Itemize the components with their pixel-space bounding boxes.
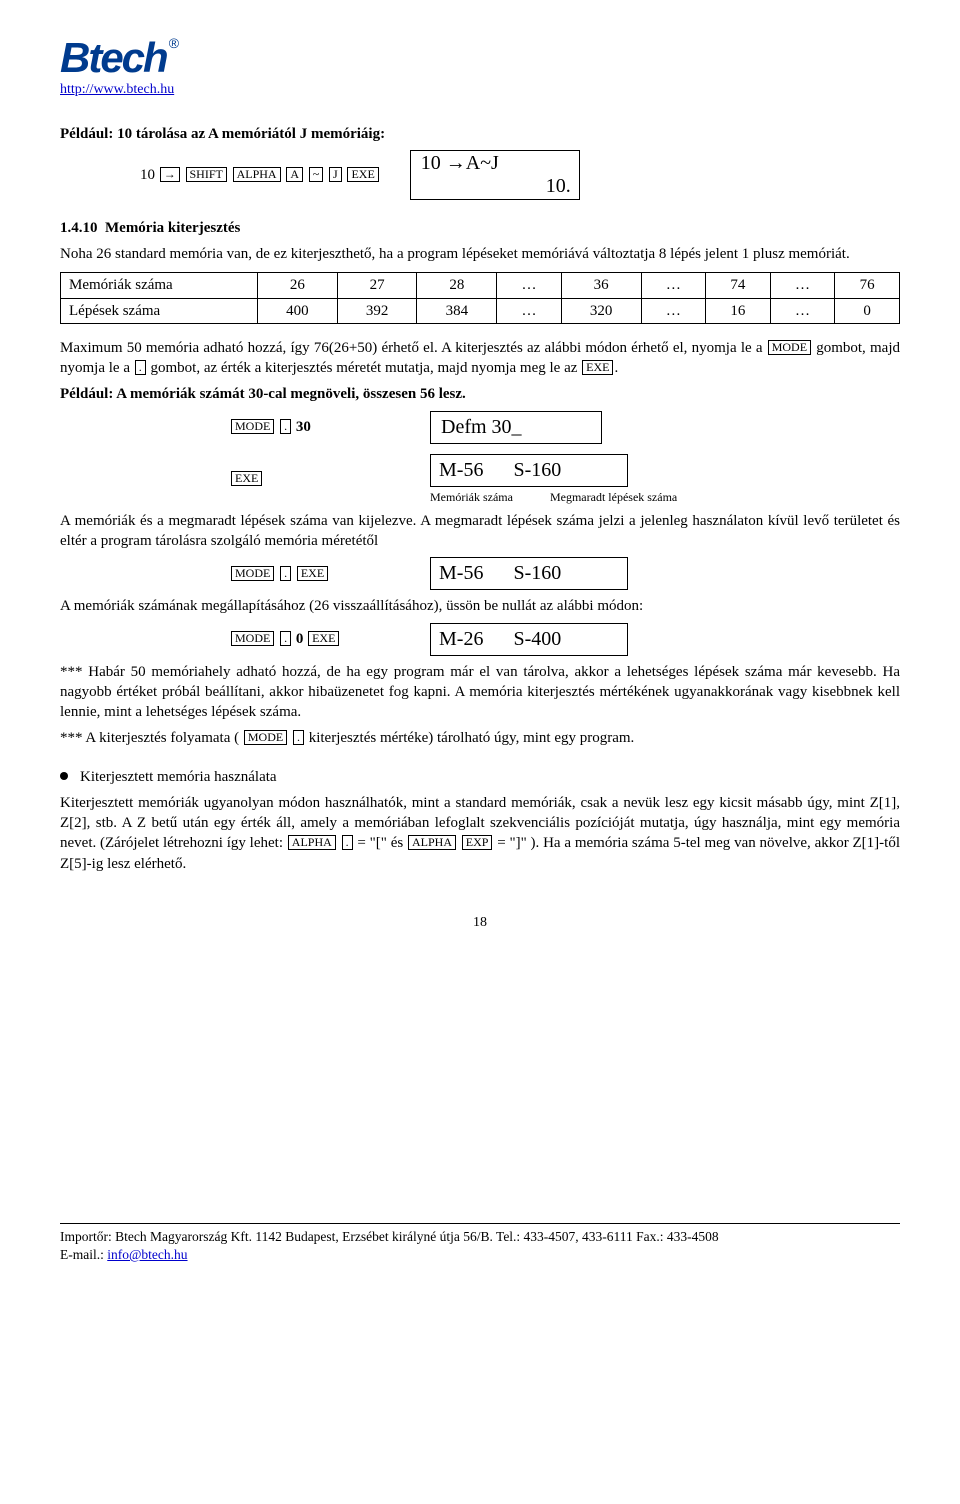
header-url[interactable]: http://www.btech.hu: [60, 81, 900, 100]
example2-title: Például: A memóriák számát 30-cal megnöv…: [60, 384, 900, 404]
lcd-m: M-56: [439, 459, 483, 481]
key-exp: EXP: [462, 835, 493, 850]
key-exe: EXE: [347, 167, 378, 182]
key-dot: .: [293, 730, 304, 745]
key-shift: SHIFT: [186, 167, 227, 182]
example1-lcd: 10 →A~J 10.: [410, 150, 580, 200]
key-j: J: [329, 167, 342, 182]
key-alpha: ALPHA: [233, 167, 281, 182]
example2-seq2: EXE: [230, 469, 400, 489]
footer-email-label: E-mail.:: [60, 1247, 107, 1262]
bullet-icon: [60, 772, 68, 780]
row-label: Memóriák száma: [61, 273, 258, 298]
footer-address: Importőr: Btech Magyarország Kft. 1142 B…: [60, 1228, 900, 1246]
key-arrow: →: [160, 167, 180, 182]
key-mode: MODE: [231, 631, 274, 646]
table-row: Memóriák száma 26 27 28 … 36 … 74 … 76: [61, 273, 900, 298]
key-dot: .: [342, 835, 353, 850]
lcd-sublabels: Memóriák száma Megmaradt lépések száma: [430, 489, 677, 505]
lcd-line1: 10 →A~J: [421, 152, 571, 175]
key-exe: EXE: [308, 631, 339, 646]
lcd-m: M-56: [439, 562, 483, 584]
label-mem: Memóriák száma: [430, 489, 513, 505]
lcd-line2: 10.: [421, 175, 571, 198]
row-label: Lépések száma: [61, 298, 258, 323]
label-steps: Megmaradt lépések száma: [550, 489, 677, 505]
footer-email[interactable]: info@btech.hu: [107, 1247, 187, 1262]
lcd-s: S-160: [513, 459, 561, 481]
seq3: MODE . EXE: [230, 564, 400, 584]
footer: Importőr: Btech Magyarország Kft. 1142 B…: [60, 1223, 900, 1264]
key-dot: .: [280, 419, 291, 434]
logo-text: Btech: [60, 34, 167, 81]
section-number: 1.4.10: [60, 220, 98, 236]
section-heading: Memória kiterjesztés: [105, 220, 240, 236]
key-mode: MODE: [231, 419, 274, 434]
section-intro: Noha 26 standard memória van, de ez kite…: [60, 244, 900, 264]
seq-number: 30: [296, 419, 311, 435]
key-dot: .: [280, 566, 291, 581]
example2-seq1: MODE . 30: [230, 417, 400, 437]
lcd-m: M-26: [439, 628, 483, 650]
paragraph-4: A memóriák számának megállapításához (26…: [60, 596, 900, 616]
paragraph-after-table: Maximum 50 memória adható hozzá, így 76(…: [60, 338, 900, 379]
paragraph-3: A memóriák és a megmaradt lépések száma …: [60, 511, 900, 552]
memory-table: Memóriák száma 26 27 28 … 36 … 74 … 76 L…: [60, 272, 900, 324]
key-mode: MODE: [231, 566, 274, 581]
key-exe: EXE: [297, 566, 328, 581]
paragraph-5: *** Habár 50 memóriahely adható hozzá, d…: [60, 662, 900, 723]
seq-number: 0: [296, 631, 304, 647]
example1-keyseq: 10 → SHIFT ALPHA A ~ J EXE: [140, 165, 380, 185]
paragraph-7: Kiterjesztett memóriák ugyanolyan módon …: [60, 793, 900, 874]
subsection: Kiterjesztett memória használata: [60, 767, 900, 787]
key-dot: .: [280, 631, 291, 646]
key-mode: MODE: [244, 730, 287, 745]
subsection-heading: Kiterjesztett memória használata: [80, 769, 277, 785]
logo-registered: ®: [169, 35, 177, 51]
key-a: A: [286, 167, 303, 182]
example1-title: Például: 10 tárolása az A memóriától J m…: [60, 124, 900, 144]
lcd-s: S-400: [513, 628, 561, 650]
paragraph-6: *** A kiterjesztés folyamata ( MODE . ki…: [60, 728, 900, 748]
key-exe: EXE: [231, 471, 262, 486]
seq4: MODE . 0 EXE: [230, 629, 400, 649]
lcd4: M-26 S-400: [430, 623, 628, 656]
lcd-s: S-160: [513, 562, 561, 584]
key-alpha: ALPHA: [288, 835, 336, 850]
key-mode: MODE: [768, 340, 811, 355]
example1-prefix: 10: [140, 167, 155, 183]
key-alpha: ALPHA: [408, 835, 456, 850]
key-exe: EXE: [582, 360, 613, 375]
page-number: 18: [60, 914, 900, 933]
example2-lcd1: Defm 30_: [430, 411, 602, 444]
table-row: Lépések száma 400 392 384 … 320 … 16 … 0: [61, 298, 900, 323]
key-dot: .: [135, 360, 146, 375]
key-tilde: ~: [309, 167, 324, 182]
lcd3: M-56 S-160: [430, 557, 628, 590]
example2-lcd2: M-56 S-160: [430, 454, 628, 487]
header: Btech® http://www.btech.hu: [60, 30, 900, 100]
logo: Btech®: [60, 30, 175, 87]
